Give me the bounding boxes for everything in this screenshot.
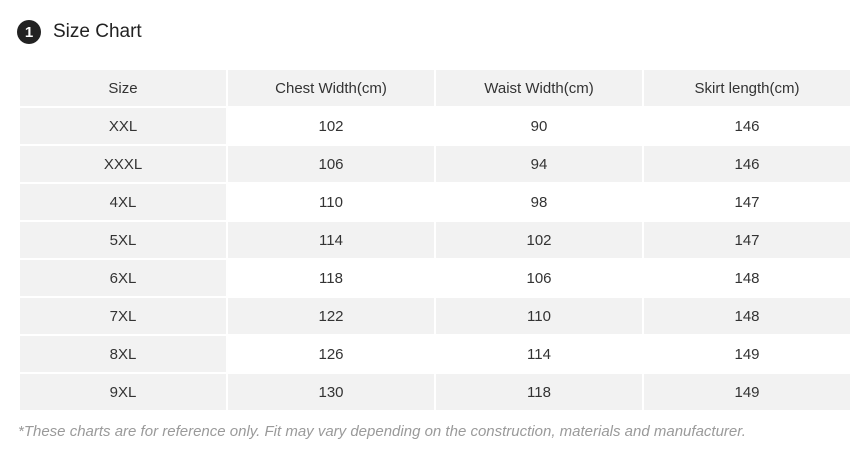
measure-cell: 149 [642,334,852,374]
measure-cell: 106 [226,144,436,184]
measure-cell: 90 [434,106,644,146]
table-row: 6XL 118 106 148 [18,258,852,298]
measure-cell: 98 [434,182,644,222]
header: 1 Size Chart [17,19,142,45]
title: Size Chart [53,21,142,42]
measure-cell: 106 [434,258,644,298]
size-cell: XXL [18,106,228,146]
step-badge: 1 [17,20,41,44]
footnote: *These charts are for reference only. Fi… [18,423,746,440]
measure-cell: 110 [226,182,436,222]
measure-cell: 146 [642,106,852,146]
measure-cell: 149 [642,372,852,412]
measure-cell: 94 [434,144,644,184]
measure-cell: 147 [642,220,852,260]
measure-cell: 126 [226,334,436,374]
column-header: Waist Width(cm) [434,68,644,108]
size-cell: 7XL [18,296,228,336]
size-cell: 6XL [18,258,228,298]
column-header: Chest Width(cm) [226,68,436,108]
size-cell: 9XL [18,372,228,412]
measure-cell: 147 [642,182,852,222]
size-cell: 5XL [18,220,228,260]
column-header: Skirt length(cm) [642,68,852,108]
table-row: 4XL 110 98 147 [18,182,852,222]
size-table: Size Chest Width(cm) Waist Width(cm) Skirt … [18,68,852,412]
size-cell: 8XL [18,334,228,374]
measure-cell: 148 [642,258,852,298]
table-row: 8XL 126 114 149 [18,334,852,374]
table-row: 9XL 130 118 149 [18,372,852,412]
header-row: Size Chest Width(cm) Waist Width(cm) Skirt … [18,68,852,108]
measure-cell: 102 [226,106,436,146]
table-row: 5XL 114 102 147 [18,220,852,260]
table-row: XXXL 106 94 146 [18,144,852,184]
measure-cell: 118 [226,258,436,298]
measure-cell: 114 [226,220,436,260]
table-row: XXL 102 90 146 [18,106,852,146]
size-cell: 4XL [18,182,228,222]
measure-cell: 118 [434,372,644,412]
table-row: 7XL 122 110 148 [18,296,852,336]
measure-cell: 110 [434,296,644,336]
measure-cell: 148 [642,296,852,336]
measure-cell: 114 [434,334,644,374]
measure-cell: 122 [226,296,436,336]
measure-cell: 146 [642,144,852,184]
size-cell: XXXL [18,144,228,184]
column-header: Size [18,68,228,108]
measure-cell: 130 [226,372,436,412]
measure-cell: 102 [434,220,644,260]
